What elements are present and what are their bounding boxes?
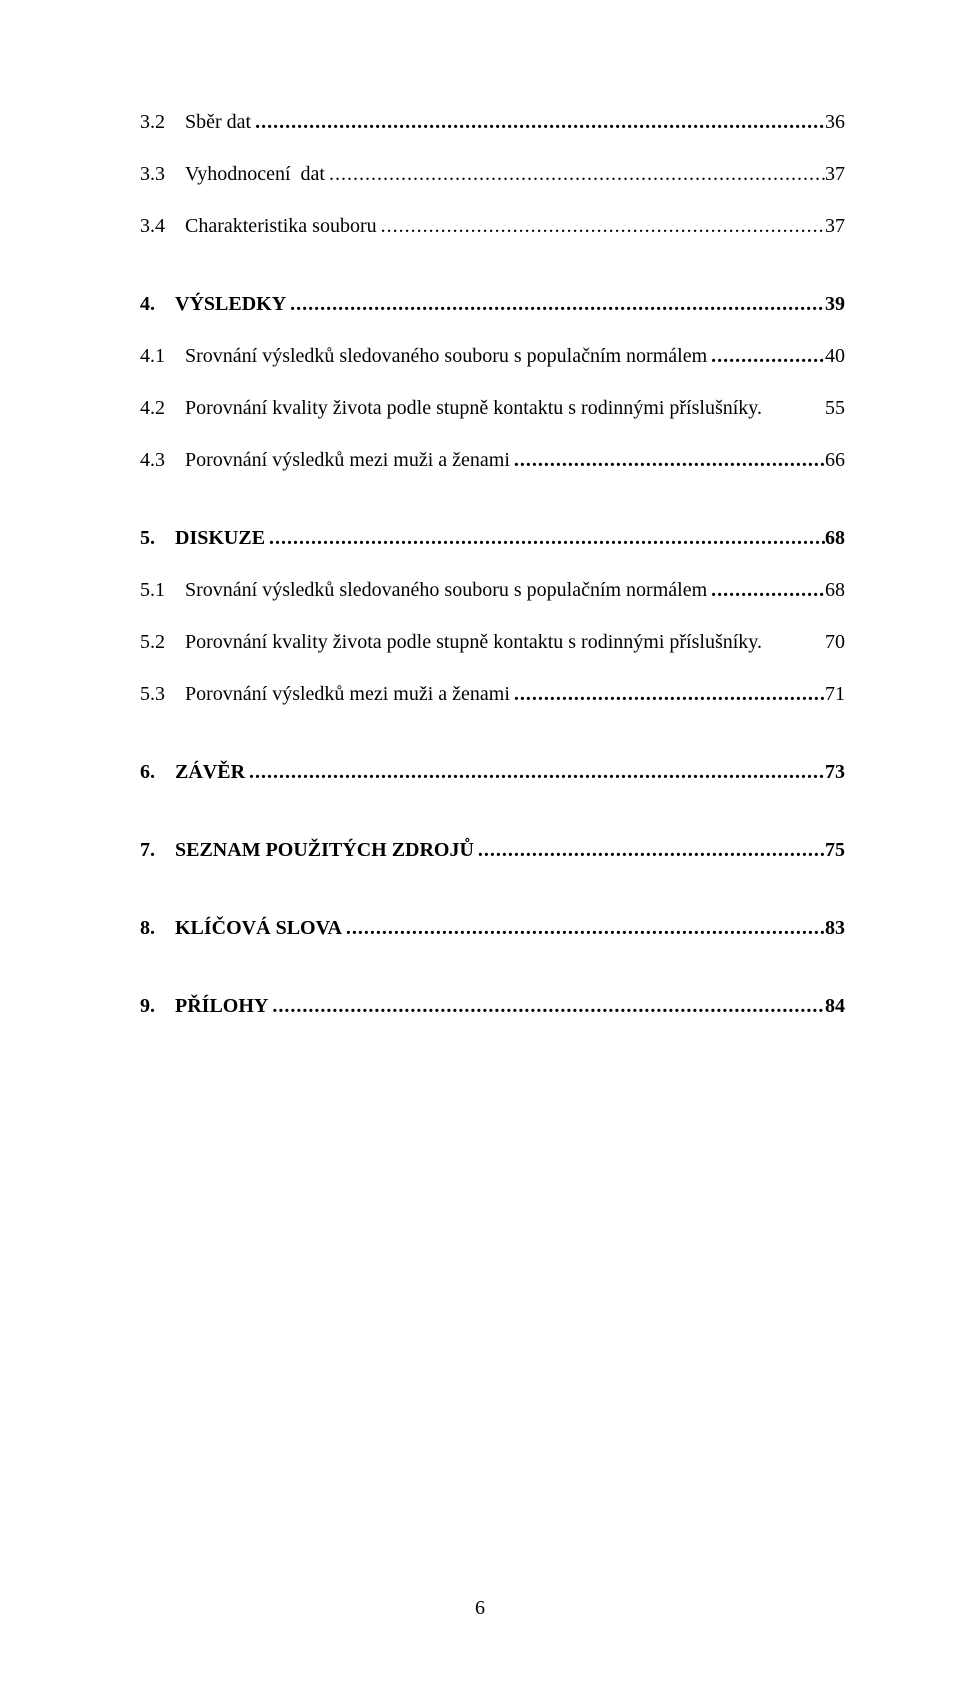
toc-gap xyxy=(140,734,845,760)
toc-num-spacer xyxy=(165,344,185,368)
toc-leader-dots: ........................................… xyxy=(342,916,825,940)
toc-entry-label: PŘÍLOHY xyxy=(175,994,268,1018)
toc-entry-label: DISKUZE xyxy=(175,526,265,550)
toc-entry-page: 70 xyxy=(825,630,845,654)
toc-leader-dots: ........................................… xyxy=(286,292,825,316)
toc-entry-number: 9. xyxy=(140,994,155,1018)
toc-entry-page: 71 xyxy=(825,682,845,706)
toc-entry-page: 66 xyxy=(825,448,845,472)
toc-entry: 7. SEZNAM POUŽITÝCH ZDROJŮ..............… xyxy=(140,838,845,862)
page: 3.2 Sběr dat............................… xyxy=(0,0,960,1698)
toc-num-spacer xyxy=(155,760,175,784)
toc-entry-label: Porovnání kvality života podle stupně ko… xyxy=(185,396,762,420)
toc-leader-dots: ........................................… xyxy=(510,682,825,706)
toc-entry-page: 37 xyxy=(825,162,845,186)
toc-entry-label: KLÍČOVÁ SLOVA xyxy=(175,916,342,940)
toc-entry: 6. ZÁVĚR................................… xyxy=(140,760,845,784)
toc-leader-dots: ........................................… xyxy=(377,214,825,238)
toc-entry-label: Sběr dat xyxy=(185,110,251,134)
toc-num-spacer xyxy=(165,682,185,706)
toc-entry-page: 68 xyxy=(825,578,845,602)
toc-space xyxy=(762,396,825,420)
toc-entry: 5.2 Porovnání kvality života podle stupn… xyxy=(140,630,845,654)
toc-entry-page: 73 xyxy=(825,760,845,784)
toc-num-spacer xyxy=(165,396,185,420)
toc-entry-number: 5. xyxy=(140,526,155,550)
toc-entry: 4. VÝSLEDKY.............................… xyxy=(140,292,845,316)
toc-entry-number: 3.2 xyxy=(140,110,165,134)
toc-entry-number: 4.1 xyxy=(140,344,165,368)
toc-leader-dots: ........................................… xyxy=(268,994,825,1018)
toc-entry-page: 75 xyxy=(825,838,845,862)
toc-entry-label: VÝSLEDKY xyxy=(175,292,286,316)
toc-entry-label: Porovnání kvality života podle stupně ko… xyxy=(185,630,762,654)
toc-entry-number: 3.4 xyxy=(140,214,165,238)
toc-entry-page: 83 xyxy=(825,916,845,940)
toc-entry-label: ZÁVĚR xyxy=(175,760,245,784)
toc-entry-number: 5.2 xyxy=(140,630,165,654)
toc-entry-page: 40 xyxy=(825,344,845,368)
table-of-contents: 3.2 Sběr dat............................… xyxy=(140,110,845,1018)
toc-entry: 5. DISKUZE..............................… xyxy=(140,526,845,550)
toc-entry-number: 5.3 xyxy=(140,682,165,706)
toc-entry: 4.1 Srovnání výsledků sledovaného soubor… xyxy=(140,344,845,368)
toc-leader-dots: ........................................… xyxy=(245,760,825,784)
toc-entry-page: 55 xyxy=(825,396,845,420)
toc-leader-dots: ........................................… xyxy=(474,838,825,862)
toc-entry: 5.1 Srovnání výsledků sledovaného soubor… xyxy=(140,578,845,602)
toc-gap xyxy=(140,890,845,916)
toc-entry-label: Srovnání výsledků sledovaného souboru s … xyxy=(185,344,707,368)
toc-entry: 3.2 Sběr dat............................… xyxy=(140,110,845,134)
toc-entry-number: 7. xyxy=(140,838,155,862)
toc-entry-number: 4. xyxy=(140,292,155,316)
toc-leader-dots: ........................................… xyxy=(707,578,825,602)
toc-entry: 4.3 Porovnání výsledků mezi muži a ženam… xyxy=(140,448,845,472)
toc-entry: 3.3 Vyhodnocení dat.....................… xyxy=(140,162,845,186)
toc-entry-label: Porovnání výsledků mezi muži a ženami xyxy=(185,448,510,472)
toc-entry-page: 37 xyxy=(825,214,845,238)
toc-leader-dots: ........................................… xyxy=(707,344,825,368)
toc-entry-number: 4.3 xyxy=(140,448,165,472)
toc-gap xyxy=(140,812,845,838)
page-number: 6 xyxy=(0,1597,960,1620)
toc-num-spacer xyxy=(155,994,175,1018)
toc-entry: 4.2 Porovnání kvality života podle stupn… xyxy=(140,396,845,420)
toc-entry-label: Vyhodnocení dat xyxy=(185,162,325,186)
toc-leader-dots: ........................................… xyxy=(251,110,825,134)
toc-num-spacer xyxy=(155,916,175,940)
toc-entry-number: 3.3 xyxy=(140,162,165,186)
toc-entry-number: 8. xyxy=(140,916,155,940)
toc-entry-label: Porovnání výsledků mezi muži a ženami xyxy=(185,682,510,706)
toc-entry-number: 5.1 xyxy=(140,578,165,602)
toc-num-spacer xyxy=(155,292,175,316)
toc-entry-page: 39 xyxy=(825,292,845,316)
toc-entry-page: 36 xyxy=(825,110,845,134)
toc-num-spacer xyxy=(165,162,185,186)
toc-entry-number: 6. xyxy=(140,760,155,784)
toc-entry: 5.3 Porovnání výsledků mezi muži a ženam… xyxy=(140,682,845,706)
toc-gap xyxy=(140,968,845,994)
toc-num-spacer xyxy=(165,110,185,134)
toc-space xyxy=(762,630,825,654)
toc-entry-page: 84 xyxy=(825,994,845,1018)
toc-entry-number: 4.2 xyxy=(140,396,165,420)
toc-leader-dots: ........................................… xyxy=(325,162,825,186)
toc-entry: 8. KLÍČOVÁ SLOVA........................… xyxy=(140,916,845,940)
toc-num-spacer xyxy=(155,526,175,550)
toc-entry: 9. PŘÍLOHY..............................… xyxy=(140,994,845,1018)
toc-leader-dots: ........................................… xyxy=(265,526,825,550)
toc-entry-label: SEZNAM POUŽITÝCH ZDROJŮ xyxy=(175,838,474,862)
toc-entry: 3.4 Charakteristika souboru.............… xyxy=(140,214,845,238)
toc-num-spacer xyxy=(165,448,185,472)
toc-num-spacer xyxy=(165,578,185,602)
toc-entry-page: 68 xyxy=(825,526,845,550)
toc-num-spacer xyxy=(165,630,185,654)
toc-gap xyxy=(140,266,845,292)
toc-num-spacer xyxy=(165,214,185,238)
toc-entry-label: Srovnání výsledků sledovaného souboru s … xyxy=(185,578,707,602)
toc-leader-dots: ........................................… xyxy=(510,448,825,472)
toc-entry-label: Charakteristika souboru xyxy=(185,214,377,238)
toc-gap xyxy=(140,500,845,526)
toc-num-spacer xyxy=(155,838,175,862)
